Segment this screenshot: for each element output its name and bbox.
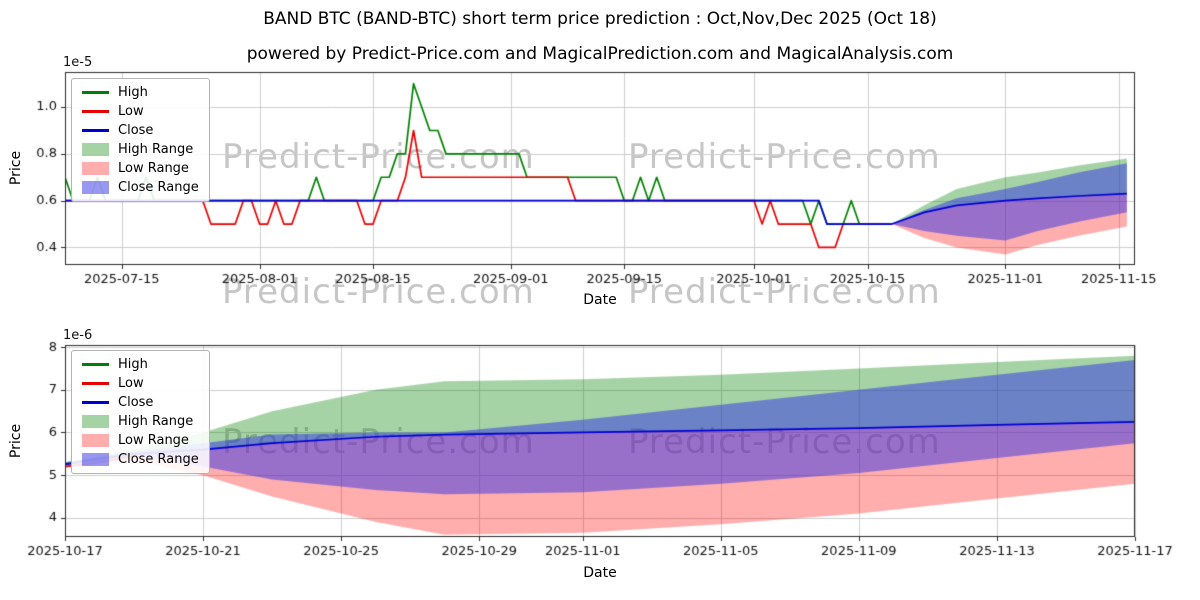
high-range-swatch — [82, 415, 109, 428]
top-axis-offset-text: 1e-5 — [63, 55, 93, 70]
low-line-swatch — [82, 110, 109, 113]
high-range-swatch — [82, 143, 109, 156]
high-line-swatch — [82, 91, 109, 94]
bottom-y-axis-label: Price — [8, 423, 24, 459]
legend-label: High — [118, 357, 148, 372]
page-subtitle: powered by Predict-Price.com and Magical… — [246, 44, 954, 64]
close-line-swatch — [82, 401, 109, 404]
legend-label: Close — [118, 123, 154, 138]
close-range-swatch — [82, 453, 109, 466]
legend-label: High Range — [118, 414, 194, 429]
legend-item-close: Close — [82, 123, 199, 138]
legend-label: Low — [118, 376, 144, 391]
legend-item-low-range: Low Range — [82, 161, 199, 176]
legend-label: Close — [118, 395, 154, 410]
legend-item-close: Close — [82, 395, 199, 410]
legend-label: Close Range — [118, 180, 199, 195]
low-range-swatch — [82, 162, 109, 175]
bottom-axis-offset-text: 1e-6 — [63, 328, 93, 343]
legend-label: Low Range — [118, 161, 189, 176]
legend-item-low: Low — [82, 376, 199, 391]
bottom-x-axis-label: Date — [583, 565, 617, 581]
top-y-axis-label: Price — [8, 150, 24, 186]
high-line-swatch — [82, 363, 109, 366]
legend-item-low: Low — [82, 104, 199, 119]
legend-item-high-range: High Range — [82, 142, 199, 157]
close-range-swatch — [82, 181, 109, 194]
legend-item-high-range: High Range — [82, 414, 199, 429]
top-legend: High Low Close High Range Low Range Clos… — [71, 78, 210, 202]
legend-label: Low Range — [118, 433, 189, 448]
bottom-legend: High Low Close High Range Low Range Clos… — [71, 350, 210, 474]
page-title: BAND BTC (BAND-BTC) short term price pre… — [263, 9, 937, 29]
legend-item-high: High — [82, 85, 199, 100]
legend-label: Close Range — [118, 452, 199, 467]
top-x-axis-label: Date — [583, 292, 617, 308]
low-range-swatch — [82, 434, 109, 447]
legend-label: High — [118, 85, 148, 100]
legend-item-close-range: Close Range — [82, 180, 199, 195]
legend-label: High Range — [118, 142, 194, 157]
close-line-swatch — [82, 129, 109, 132]
legend-item-close-range: Close Range — [82, 452, 199, 467]
legend-label: Low — [118, 104, 144, 119]
low-line-swatch — [82, 382, 109, 385]
legend-item-high: High — [82, 357, 199, 372]
legend-item-low-range: Low Range — [82, 433, 199, 448]
